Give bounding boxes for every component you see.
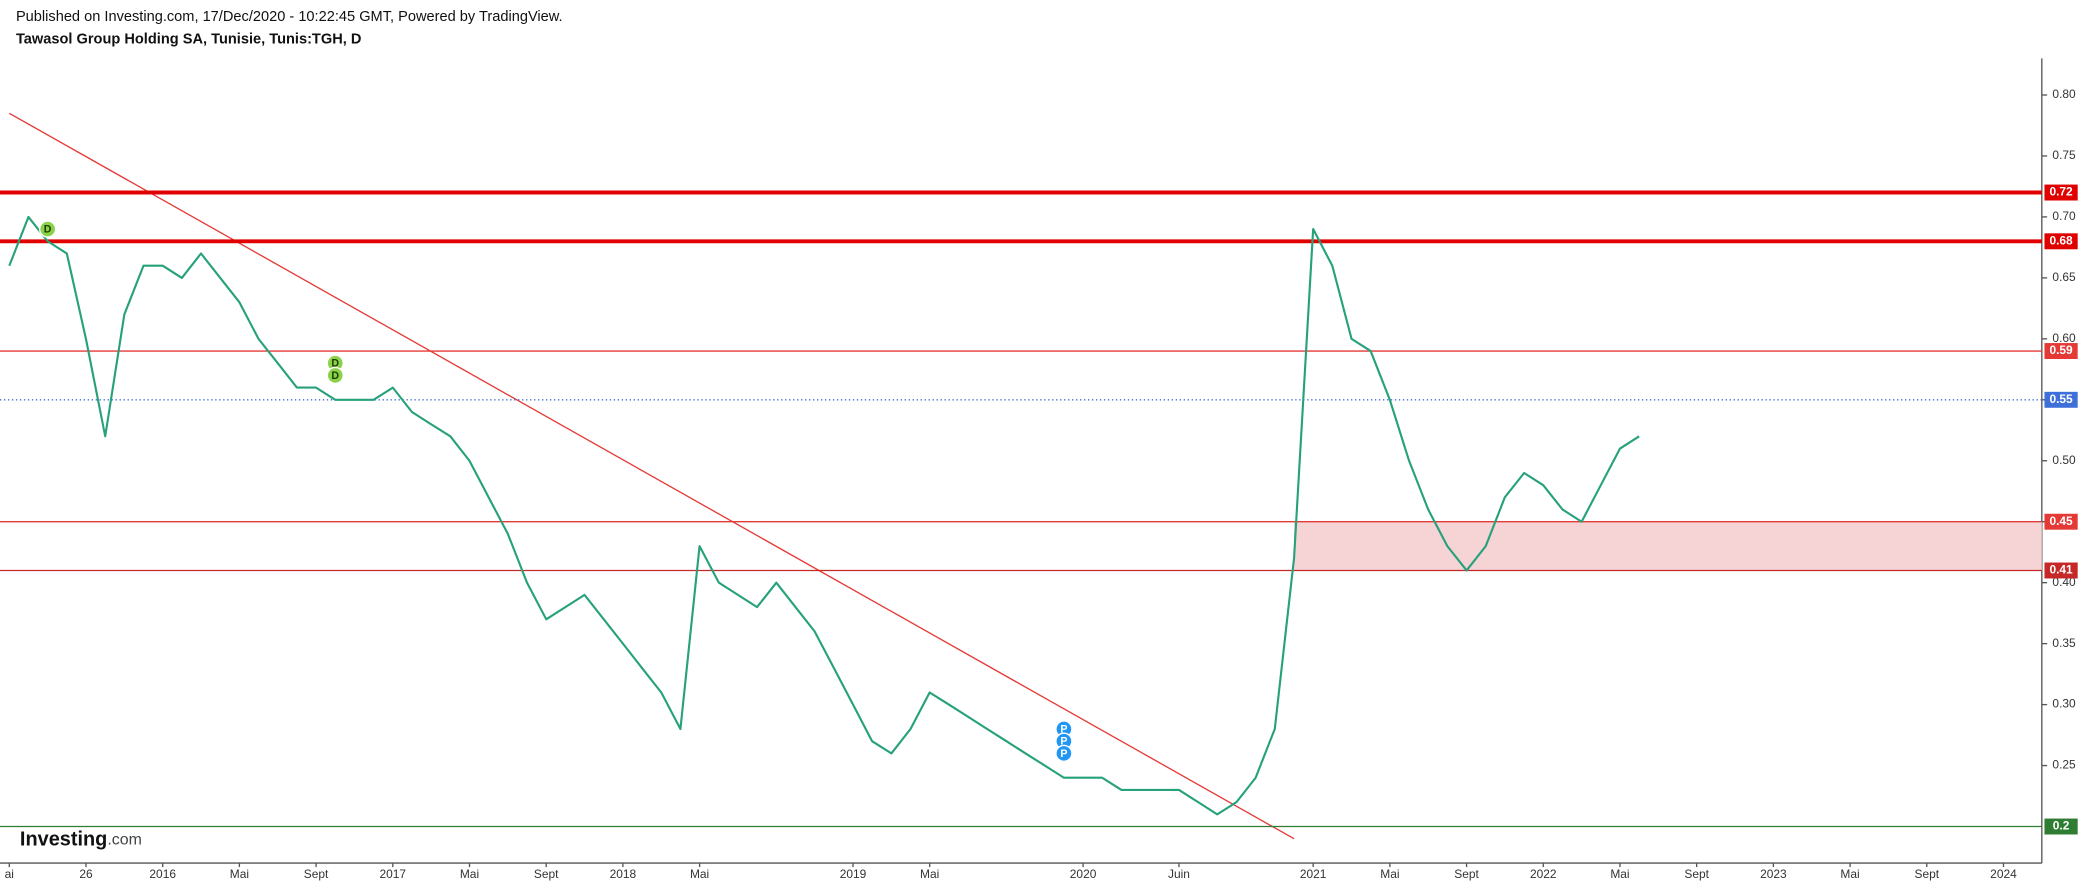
x-tick-label: 2020	[1070, 867, 1097, 881]
publisher-note: Published on Investing.com, 17/Dec/2020 …	[16, 9, 563, 25]
x-tick-label: Sept	[304, 867, 329, 881]
x-tick-label: 2019	[840, 867, 867, 881]
price-level-label: 0.55	[2049, 392, 2073, 406]
price-level-label: 0.45	[2049, 514, 2073, 528]
trendline	[8, 112, 1295, 840]
y-tick-label: 0.30	[2052, 697, 2076, 711]
event-marker-label: P	[1060, 736, 1067, 748]
y-tick-label: 0.60	[2052, 331, 2076, 345]
price-level-tag	[2044, 562, 2078, 579]
chart-title: Tawasol Group Holding SA, Tunisie, Tunis…	[16, 32, 361, 48]
x-tick-label: Sept	[534, 867, 559, 881]
logo: Investing.com	[20, 829, 142, 851]
x-tick-label: Mai	[230, 867, 249, 881]
price-level-label: 0.72	[2049, 185, 2073, 199]
price-level-tag	[2044, 391, 2078, 408]
x-tick-label: Juin	[1168, 867, 1190, 881]
event-marker-label: P	[1060, 723, 1067, 735]
x-tick-label: 2023	[1760, 867, 1787, 881]
event-marker-label: D	[331, 370, 339, 382]
logo-brand: Investing	[20, 829, 107, 851]
event-marker	[1055, 744, 1073, 763]
x-tick-label: Mai	[690, 867, 709, 881]
y-tick-label: 0.65	[2052, 270, 2076, 284]
event-marker	[39, 220, 57, 238]
price-line	[8, 215, 1640, 816]
price-level-tag	[2044, 233, 2078, 250]
x-tick-label: Sept	[1454, 867, 1479, 881]
x-tick-label: Mai	[460, 867, 479, 881]
logo-suffix: .com	[107, 832, 142, 849]
x-tick-label: Mai	[1610, 867, 1629, 881]
x-tick-label: 2016	[149, 867, 176, 881]
y-tick-label: 0.35	[2052, 636, 2076, 650]
price-level-tag	[2044, 513, 2078, 530]
y-tick-label: 0.75	[2052, 148, 2076, 162]
x-tick-label: 26	[79, 867, 93, 881]
x-tick-label: Mai	[1380, 867, 1399, 881]
x-tick-label: Sept	[1684, 867, 1709, 881]
y-tick-label: 0.70	[2052, 209, 2076, 223]
x-tick-label: 2017	[380, 867, 407, 881]
x-tick-label: 2022	[1530, 867, 1557, 881]
price-level-tag	[2044, 184, 2078, 201]
x-tick-label: ai	[5, 867, 14, 881]
x-tick-label: 2024	[1990, 867, 2017, 881]
y-tick-label: 0.25	[2052, 758, 2076, 772]
price-level-label: 0.59	[2049, 343, 2073, 357]
event-marker	[326, 366, 344, 385]
price-level-label: 0.68	[2049, 233, 2073, 247]
x-tick-label: 2018	[610, 867, 637, 881]
support-zone	[1294, 521, 2042, 571]
event-marker-label: P	[1060, 748, 1067, 760]
price-level-tag	[2044, 818, 2078, 835]
y-tick-label: 0.80	[2052, 87, 2076, 101]
event-marker-label: D	[44, 224, 52, 236]
x-tick-label: 2021	[1300, 867, 1327, 881]
x-tick-label: Sept	[1914, 867, 1939, 881]
price-level-label: 0.2	[2053, 819, 2070, 833]
price-level-label: 0.41	[2049, 563, 2073, 577]
y-tick-label: 0.50	[2052, 453, 2076, 467]
x-tick-label: Mai	[920, 867, 939, 881]
x-tick-label: Mai	[1840, 867, 1859, 881]
event-marker-label: D	[331, 358, 339, 370]
price-level-tag	[2044, 343, 2078, 360]
